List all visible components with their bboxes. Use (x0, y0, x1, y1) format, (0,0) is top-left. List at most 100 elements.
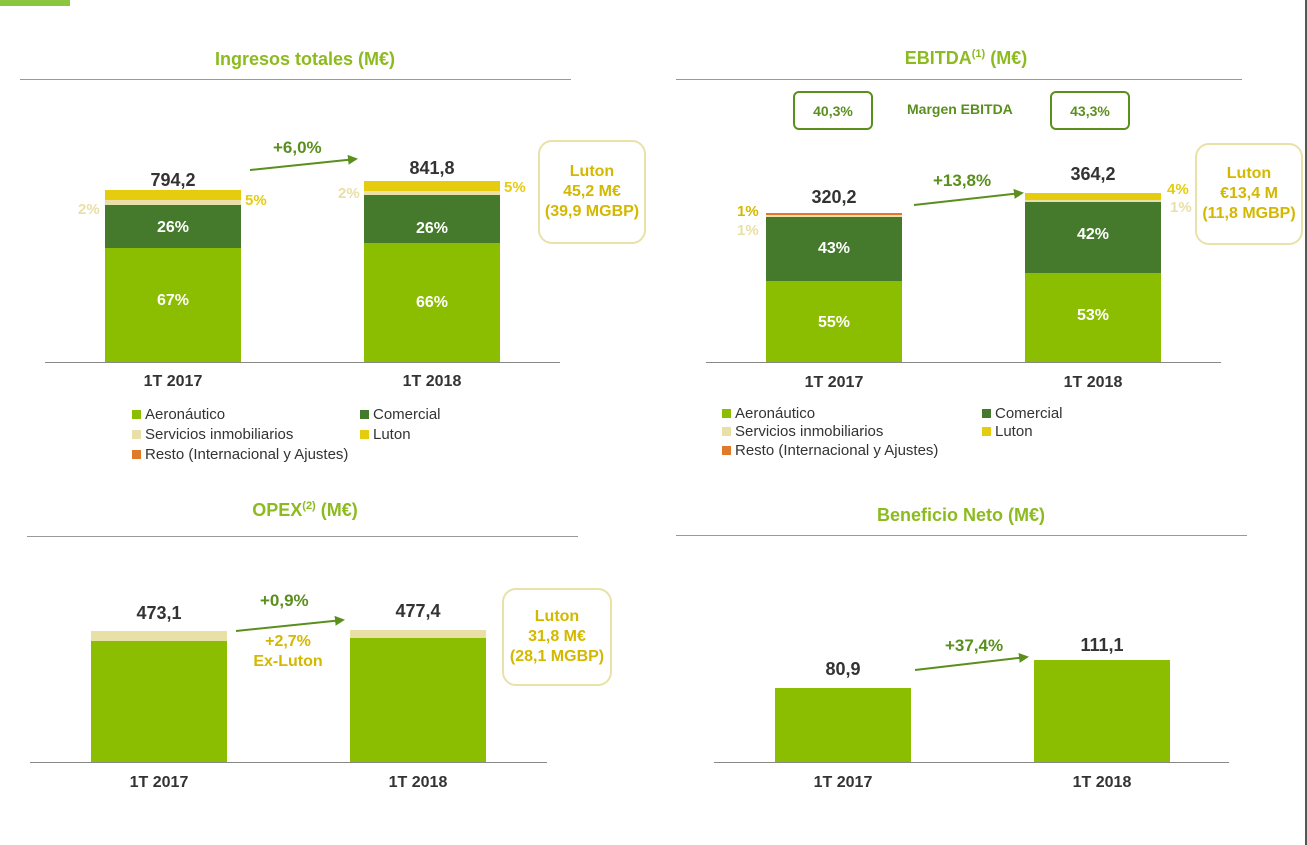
ingresos-bar-2017-aeronautico (105, 248, 241, 362)
swatch-comercial (982, 409, 991, 418)
opex-cat-2017: 1T 2017 (129, 774, 189, 791)
ebitda-label-2017-servicios: 1% (737, 222, 759, 239)
opex-luton-line2: 31,8 M€ (528, 628, 586, 645)
beneficio-axis (714, 762, 1229, 763)
ebitda-title: EBITDA(1) (M€) (676, 48, 1256, 69)
opex-luton-line1: Luton (534, 608, 580, 625)
ebitda-label-2018-comercial: 42% (1076, 226, 1110, 243)
ebitda-luton-line2: €13,4 M (1220, 185, 1278, 202)
swatch-aeronautico (132, 410, 141, 419)
ingresos-legend-aeronautico: Aeronáutico (132, 406, 225, 423)
ebitda-bar-2018-luton (1025, 193, 1161, 200)
ingresos-axis (45, 362, 560, 363)
ebitda-bar-2018-servicios (1025, 200, 1161, 202)
ebitda-luton-box: Luton €13,4 M (11,8 MGBP) (1195, 143, 1303, 245)
swatch-resto (132, 450, 141, 459)
opex-title-rule (27, 536, 578, 537)
legend-label: Aeronáutico (145, 406, 226, 423)
ebitda-growth-arrow (913, 188, 1024, 206)
opex-growth: +0,9% (260, 591, 309, 610)
beneficio-title-rule (676, 535, 1247, 536)
opex-total-2017: 473,1 (136, 603, 182, 623)
ingresos-legend: Aeronáutico Comercial Servicios inmobili… (132, 406, 441, 468)
beneficio-bar-2018 (1034, 660, 1170, 762)
ebitda-luton-line3: (11,8 MGBP) (1202, 205, 1296, 222)
beneficio-cat-2017: 1T 2017 (813, 774, 873, 791)
opex-title-sup: (2) (302, 500, 316, 512)
legend-label: Comercial (373, 406, 441, 423)
opex-growth-arrow (235, 615, 345, 632)
ingresos-luton-line3: (39,9 MGBP) (544, 203, 640, 220)
ebitda-total-2017: 320,2 (811, 187, 857, 207)
ebitda-legend: Aeronáutico Comercial Servicios inmobili… (722, 405, 1122, 465)
ingresos-label-2017-servicios: 2% (78, 201, 100, 218)
beneficio-total-2017: 80,9 (825, 659, 861, 679)
ingresos-luton-line1: Luton (569, 163, 615, 180)
ebitda-cat-2017: 1T 2017 (804, 374, 864, 391)
ebitda-legend-comercial: Comercial (982, 405, 1063, 422)
legend-label: Luton (373, 426, 411, 443)
swatch-aeronautico (722, 409, 731, 418)
legend-label: Servicios inmobiliarios (735, 423, 884, 440)
ingresos-bar-2018-aeronautico (364, 243, 500, 362)
ingresos-bar-2018-luton (364, 181, 500, 191)
ebitda-title-suffix: (M€) (985, 48, 1028, 68)
opex-total-2018: 477,4 (395, 601, 441, 621)
ingresos-title: Ingresos totales (M€) (214, 49, 396, 69)
beneficio-growth: +37,4% (945, 636, 1004, 655)
ebitda-label-2018-aeronautico: 53% (1076, 307, 1110, 324)
ebitda-margin-2017: 40,3% (793, 91, 873, 130)
ingresos-growth-arrow (249, 154, 358, 171)
ebitda-label-2017-resto: 1% (737, 203, 759, 220)
ebitda-legend-aeronautico: Aeronáutico (722, 405, 815, 422)
accent-bar (0, 0, 70, 6)
ebitda-bar-2018-aeronautico (1025, 273, 1161, 362)
ingresos-growth: +6,0% (273, 138, 322, 157)
ebitda-margin-2018: 43,3% (1050, 91, 1130, 130)
opex-title: OPEX(2) (M€) (25, 500, 585, 521)
legend-label: Resto (Internacional y Ajustes) (145, 446, 349, 463)
ingresos-title-rule (20, 79, 571, 80)
swatch-servicios (722, 427, 731, 436)
beneficio-title: Beneficio Neto (M€) (876, 505, 1045, 525)
ebitda-title-sup: (1) (971, 48, 986, 60)
ingresos-bar-2018-servicios (364, 191, 500, 195)
ebitda-luton-line1: Luton (1226, 165, 1272, 182)
opex-luton-line3: (28,1 MGBP) (509, 648, 605, 665)
ebitda-growth: +13,8% (933, 171, 992, 190)
opex-bar-2018-top (350, 630, 486, 638)
right-border (1305, 0, 1307, 845)
ebitda-bar-2017-resto (766, 213, 902, 215)
ingresos-label-2018-aeronautico: 66% (415, 294, 449, 311)
ingresos-total-2018: 841,8 (409, 158, 455, 178)
ingresos-total-2017: 794,2 (150, 170, 196, 190)
ebitda-label-2017-comercial: 43% (817, 240, 851, 257)
opex-sub-growth: +2,7% Ex-Luton (238, 632, 338, 672)
swatch-luton (360, 430, 369, 439)
ebitda-title-rule (676, 79, 1242, 80)
ingresos-legend-servicios: Servicios inmobiliarios (132, 426, 293, 443)
ebitda-label-2018-servicios: 1% (1170, 199, 1192, 216)
ebitda-cat-2018: 1T 2018 (1063, 374, 1123, 391)
ingresos-cat-2017: 1T 2017 (143, 373, 203, 390)
opex-sub-growth-label: Ex-Luton (253, 653, 323, 670)
ingresos-luton-line2: 45,2 M€ (563, 183, 621, 200)
opex-luton-box: Luton 31,8 M€ (28,1 MGBP) (502, 588, 612, 686)
legend-label: Aeronáutico (735, 405, 816, 422)
ingresos-label-2017-aeronautico: 67% (156, 292, 190, 309)
opex-bar-2018-main (350, 638, 486, 762)
ingresos-label-2017-luton: 5% (245, 192, 267, 209)
opex-bar-2017-top (91, 631, 227, 641)
beneficio-bar-2017 (775, 688, 911, 762)
ingresos-bar-2018-comercial (364, 195, 500, 243)
opex-title-suffix: (M€) (315, 500, 358, 520)
ingresos-label-2017-comercial: 26% (156, 219, 190, 236)
opex-sub-growth-value: +2,7% (265, 633, 311, 650)
ingresos-cat-2018: 1T 2018 (402, 373, 462, 390)
ebitda-axis (706, 362, 1221, 363)
ingresos-bar-2017-servicios (105, 200, 241, 205)
swatch-comercial (360, 410, 369, 419)
ebitda-bar-2017-servicios (766, 215, 902, 217)
ebitda-legend-luton: Luton (982, 423, 1033, 440)
